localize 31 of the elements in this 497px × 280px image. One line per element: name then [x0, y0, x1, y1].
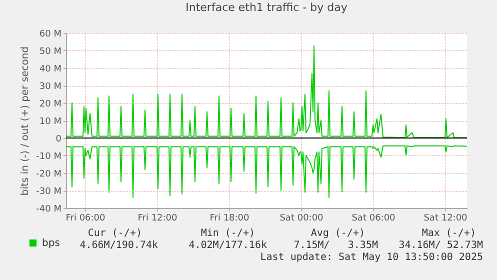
- text: Min (-/+): [200, 228, 255, 240]
- text: 7.15M/ 3.35M: [294, 240, 378, 252]
- y-tick-label: 20 M: [39, 100, 62, 110]
- text: Avg (-/+): [310, 228, 365, 240]
- y-tick-label: -20 M: [36, 170, 62, 180]
- text: Max (-/+): [422, 228, 476, 240]
- y-tick-label: -10 M: [36, 152, 62, 162]
- text: 4.66M/190.74k: [80, 240, 158, 252]
- x-tick-label: Fri 18:00: [210, 214, 250, 224]
- y-tick-label: 0: [56, 134, 62, 144]
- text: Cur (-/+): [88, 228, 142, 240]
- line-series: [66, 45, 468, 138]
- text: 4.02M/177.16k: [188, 240, 267, 252]
- y-tick-label: 60 M: [39, 30, 62, 40]
- text: 34.16M/ 52.73M: [398, 240, 483, 252]
- line-series: [66, 145, 468, 198]
- y-tick-label: 30 M: [39, 82, 62, 92]
- text: Last update: Sat May 10 13:50:00 2025: [260, 252, 483, 264]
- y-tick-label: 10 M: [39, 117, 62, 127]
- x-tick-label: Fri 06:00: [66, 214, 106, 224]
- x-tick-label: Fri 12:00: [138, 214, 178, 224]
- x-tick-label: Sat 12:00: [424, 214, 468, 224]
- x-tick-label: Sat 06:00: [352, 214, 396, 224]
- legend-label: bps: [42, 238, 60, 249]
- y-tick-label: -30 M: [36, 187, 62, 197]
- chart-title: Interface eth1 traffic - by day: [186, 1, 348, 14]
- y-axis-title: bits in (-) / out (+) per second: [20, 46, 32, 196]
- y-tick-label: 50 M: [39, 47, 62, 57]
- y-tick-label: 40 M: [39, 64, 62, 74]
- y-tick-label: -40 M: [36, 204, 62, 214]
- x-tick-label: Sat 00:00: [280, 214, 324, 224]
